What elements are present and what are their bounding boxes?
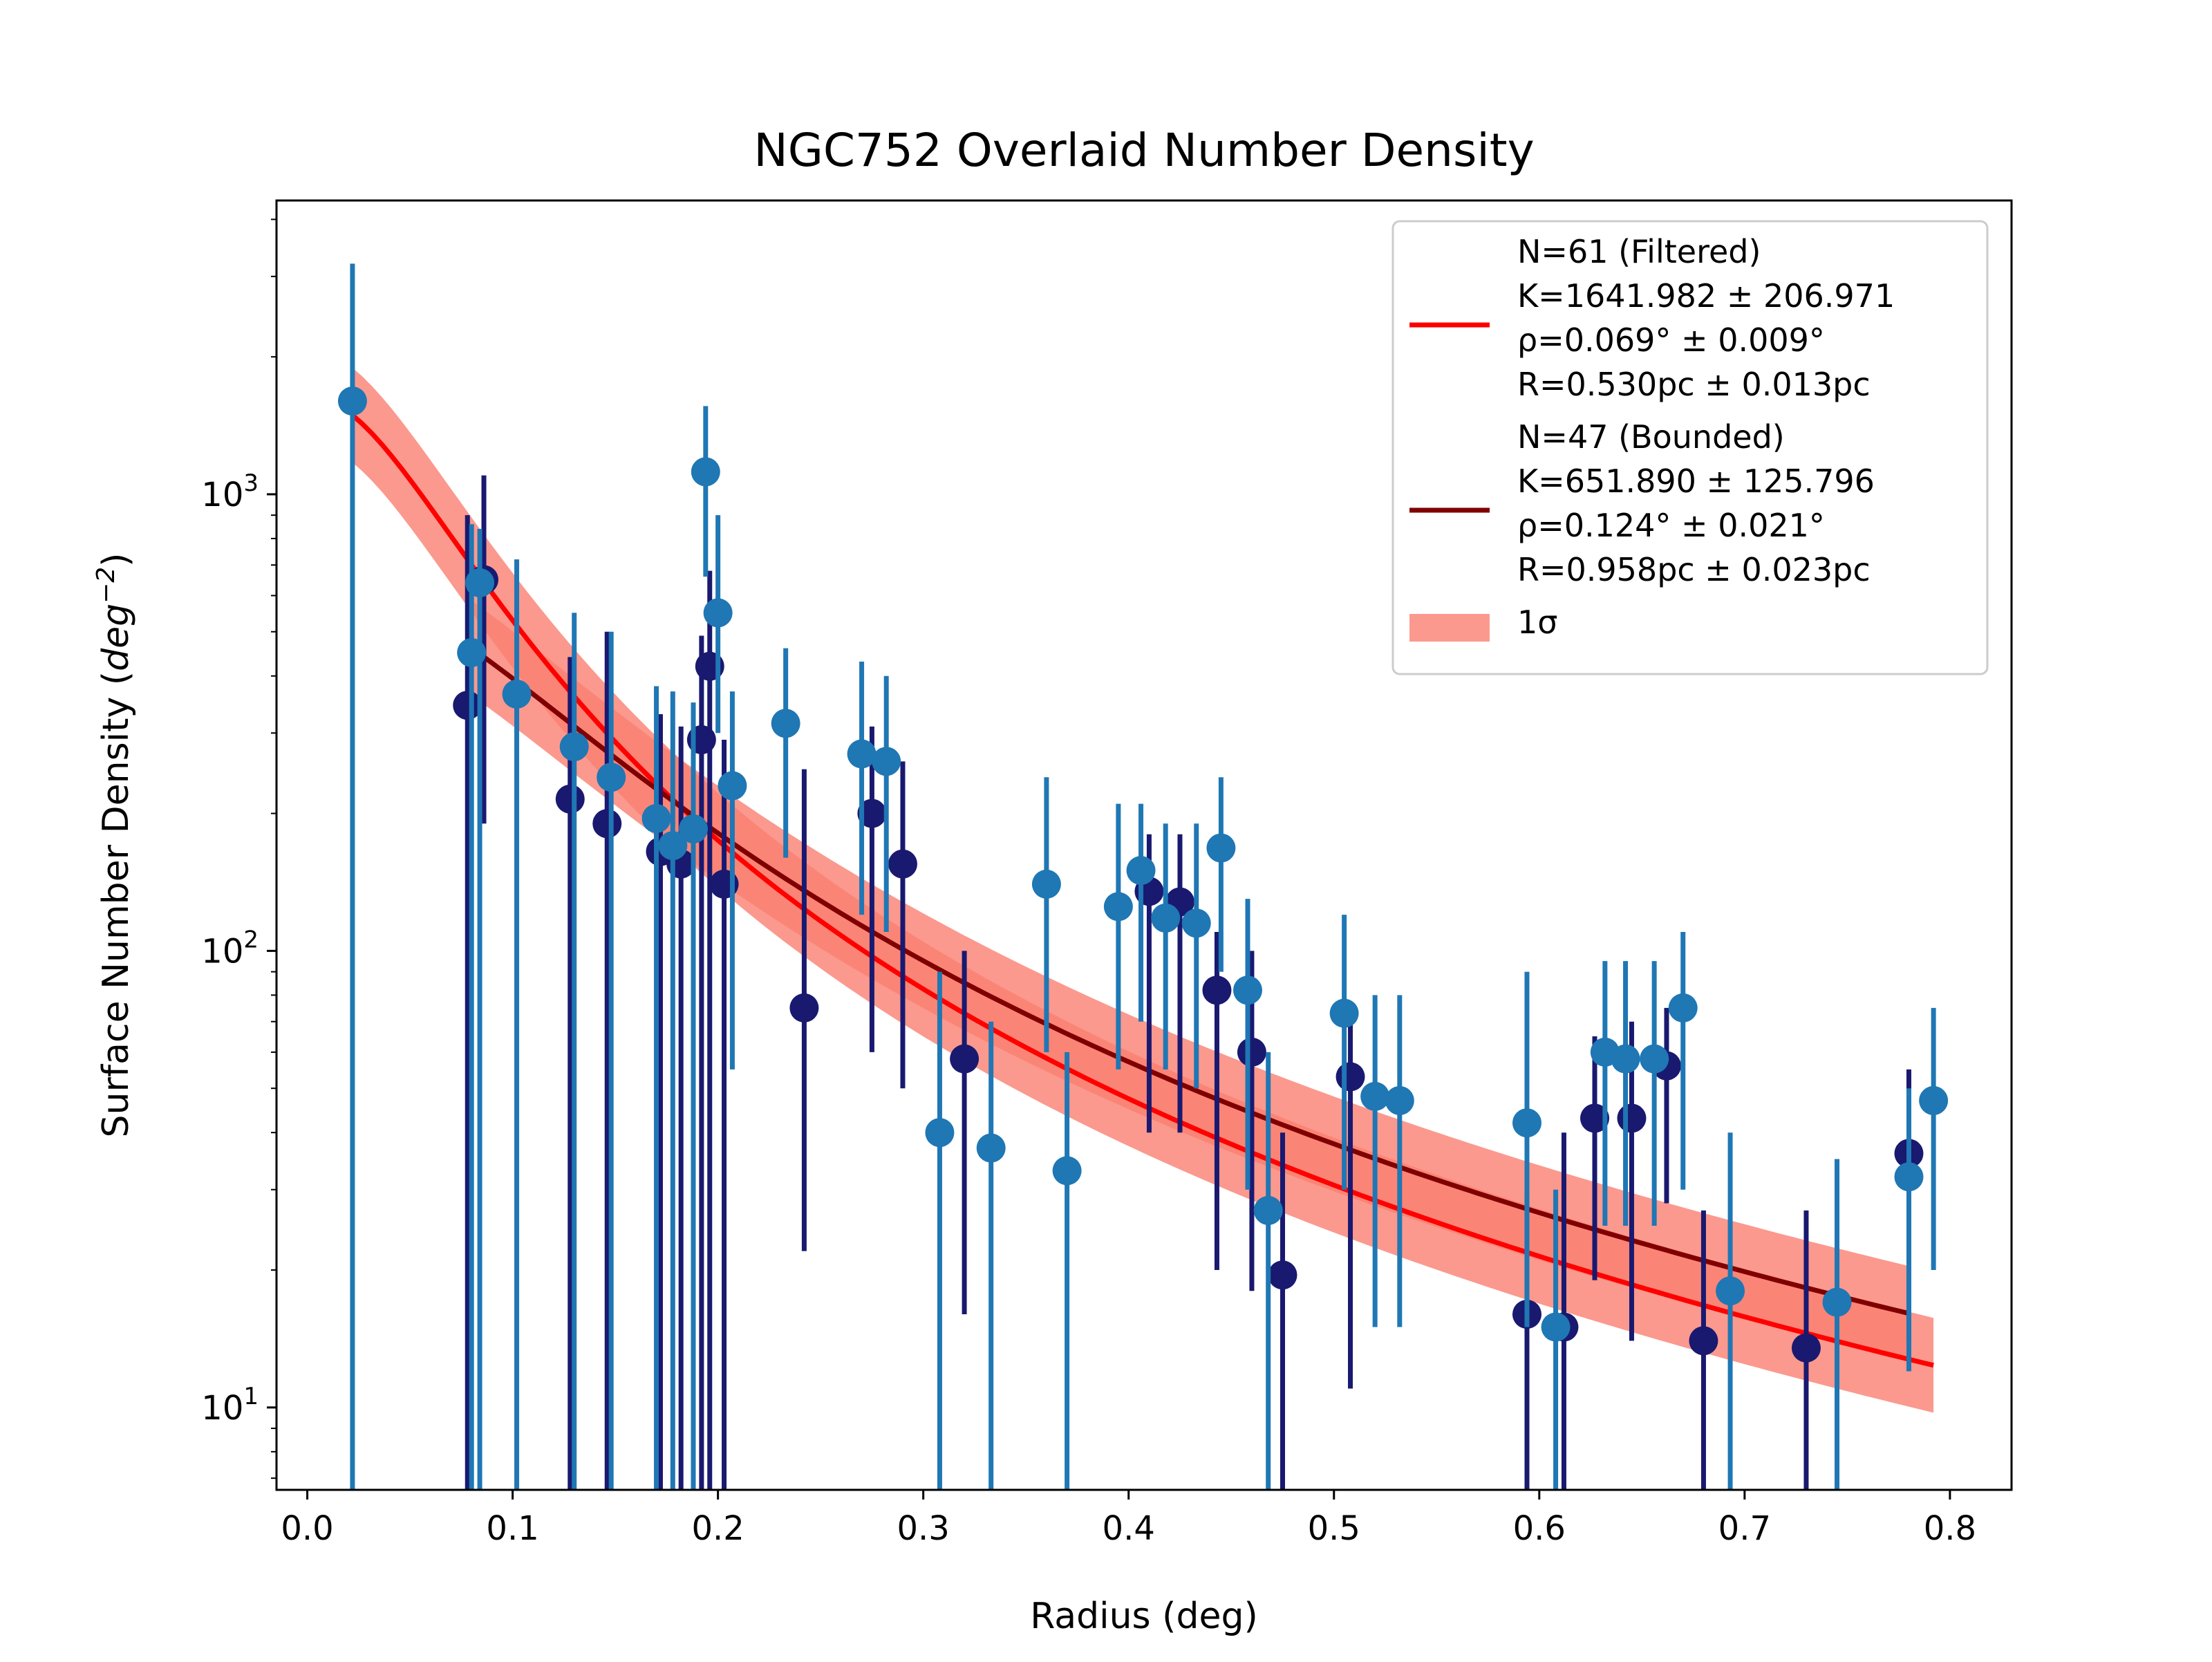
data-point-bounded — [1791, 1333, 1821, 1363]
data-point-filtered — [1103, 892, 1133, 922]
x-tick-label: 0.6 — [1513, 1509, 1566, 1548]
y-tick-base: 10 — [201, 1389, 243, 1428]
data-points-layer — [337, 263, 1949, 1490]
data-point-filtered — [337, 386, 367, 416]
y-axis-label-exponent: −2 — [92, 567, 120, 604]
data-point-filtered — [1233, 975, 1263, 1005]
data-point-filtered — [1611, 1044, 1640, 1074]
data-point-filtered — [1253, 1195, 1283, 1225]
y-tick-label: 103 — [201, 469, 259, 514]
data-point-filtered — [1919, 1085, 1949, 1115]
x-tick-label: 0.0 — [281, 1509, 333, 1548]
data-point-filtered — [559, 732, 589, 762]
y-tick-exponent: 1 — [243, 1383, 259, 1410]
legend-label-filtered: ρ=0.069° ± 0.009° — [1517, 321, 1825, 359]
data-point-bounded — [1237, 1037, 1266, 1067]
x-tick-label: 0.3 — [897, 1509, 950, 1548]
x-tick-label: 0.7 — [1718, 1509, 1771, 1548]
data-point-filtered — [502, 680, 532, 709]
y-tick-exponent: 3 — [243, 469, 259, 497]
data-point-filtered — [641, 803, 671, 833]
y-tick-base: 10 — [201, 932, 243, 971]
data-point-filtered — [925, 1118, 955, 1148]
x-axis-label: Radius (deg) — [1030, 1596, 1257, 1637]
y-axis-label: Surface Number Density (deg−2) — [92, 553, 137, 1138]
data-point-filtered — [1329, 998, 1359, 1028]
x-tick-label: 0.8 — [1924, 1509, 1976, 1548]
data-point-bounded — [789, 993, 819, 1023]
data-point-filtered — [872, 747, 901, 776]
data-point-filtered — [718, 771, 747, 801]
data-point-filtered — [1716, 1276, 1745, 1306]
data-point-filtered — [1894, 1162, 1924, 1192]
y-axis-label-main: Surface Number Density ( — [95, 671, 137, 1138]
data-point-filtered — [847, 739, 877, 769]
legend-label-bounded: K=651.890 ± 125.796 — [1517, 463, 1875, 500]
data-point-filtered — [1181, 908, 1211, 938]
data-point-filtered — [1031, 869, 1061, 899]
data-point-filtered — [1126, 856, 1156, 886]
data-point-bounded — [592, 809, 622, 839]
data-point-filtered — [1640, 1044, 1669, 1074]
data-point-filtered — [703, 598, 733, 628]
legend-swatch-sigma — [1409, 614, 1490, 642]
data-point-bounded — [950, 1044, 980, 1074]
sigma-band-layer — [352, 367, 1934, 1413]
plot-frame — [275, 199, 2013, 1491]
data-point-bounded — [1202, 975, 1232, 1005]
data-point-bounded — [555, 784, 585, 814]
x-tick-label: 0.5 — [1308, 1509, 1360, 1548]
data-point-filtered — [1822, 1287, 1852, 1317]
y-axis-label-unit: deg — [95, 604, 137, 671]
legend-label-bounded: R=0.958pc ± 0.023pc — [1517, 551, 1871, 588]
y-tick-base: 10 — [201, 476, 243, 514]
x-tick-label: 0.1 — [486, 1509, 538, 1548]
data-point-bounded — [888, 849, 917, 879]
data-point-filtered — [1360, 1081, 1390, 1111]
legend-label-bounded: N=47 (Bounded) — [1517, 418, 1785, 456]
data-point-filtered — [771, 709, 800, 738]
y-tick-label: 101 — [201, 1383, 259, 1428]
data-point-bounded — [453, 691, 482, 720]
data-point-filtered — [597, 763, 626, 792]
data-point-bounded — [1268, 1260, 1297, 1290]
data-point-filtered — [465, 568, 495, 597]
data-point-bounded — [857, 799, 887, 828]
data-point-filtered — [1206, 833, 1236, 863]
data-point-filtered — [1541, 1312, 1571, 1342]
data-point-filtered — [1385, 1085, 1414, 1115]
data-point-filtered — [691, 457, 720, 487]
fit-curve-filtered — [350, 413, 1934, 1368]
data-point-filtered — [976, 1133, 1006, 1163]
data-point-filtered — [1052, 1156, 1082, 1186]
y-tick-exponent: 2 — [243, 926, 259, 953]
x-tick-label: 0.4 — [1103, 1509, 1155, 1548]
data-point-filtered — [1151, 903, 1181, 933]
data-point-bounded — [1335, 1062, 1365, 1092]
y-tick-label: 102 — [201, 926, 259, 971]
data-point-filtered — [658, 831, 688, 861]
legend-label-sigma: 1σ — [1517, 604, 1557, 641]
data-point-bounded — [1617, 1103, 1647, 1133]
legend-label-filtered: K=1641.982 ± 206.971 — [1517, 277, 1895, 315]
data-point-bounded — [1689, 1326, 1718, 1356]
legend-label-filtered: N=61 (Filtered) — [1517, 233, 1761, 270]
legend: N=61 (Filtered) K=1641.982 ± 206.971 ρ=0.0… — [1391, 220, 1989, 675]
x-tick-label: 0.2 — [691, 1509, 744, 1548]
legend-label-bounded: ρ=0.124° ± 0.021° — [1517, 507, 1825, 544]
sigma-band-bounded — [471, 600, 1909, 1361]
legend-label-filtered: R=0.530pc ± 0.013pc — [1517, 366, 1871, 403]
legend-box — [1391, 220, 1989, 675]
data-point-filtered — [1512, 1108, 1541, 1138]
data-point-filtered — [1668, 993, 1698, 1023]
chart-title: NGC752 Overlaid Number Density — [753, 124, 1534, 177]
data-point-bounded — [1580, 1103, 1610, 1133]
data-point-filtered — [678, 814, 708, 843]
y-axis-label-close: ) — [95, 553, 137, 567]
